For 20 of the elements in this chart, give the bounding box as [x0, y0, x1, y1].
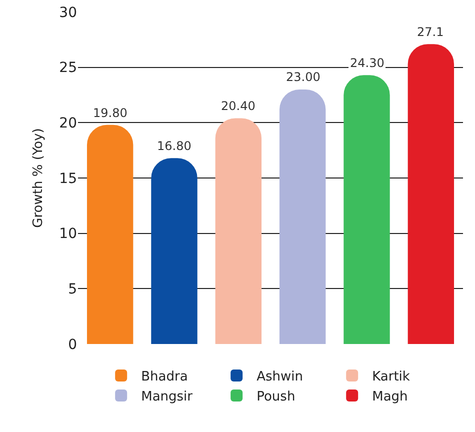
data-label: 20.40: [221, 99, 256, 113]
legend-label: Kartik: [372, 370, 410, 385]
legend-label: Bhadra: [141, 370, 188, 385]
data-label: 24.30: [350, 56, 384, 70]
y-tick-label: 30: [59, 4, 77, 21]
legend-label: Mangsir: [141, 390, 194, 405]
legend-label: Ashwin: [256, 370, 303, 385]
y-tick-label: 15: [59, 170, 77, 187]
data-label: 23.00: [286, 70, 320, 84]
y-tick-label: 20: [59, 116, 77, 132]
data-label: 27.1: [417, 25, 444, 39]
y-axis-title: Growth % (Yoy): [31, 128, 46, 228]
y-tick-label: 5: [68, 282, 77, 298]
data-label: 16.80: [157, 139, 192, 153]
legend-label: Poush: [256, 390, 296, 405]
y-tick-label: 0: [68, 336, 77, 353]
y-tick-label: 10: [59, 226, 77, 242]
legend-label: Magh: [372, 390, 408, 405]
y-tick-label: 25: [59, 60, 77, 76]
data-label: 19.80: [93, 106, 128, 120]
